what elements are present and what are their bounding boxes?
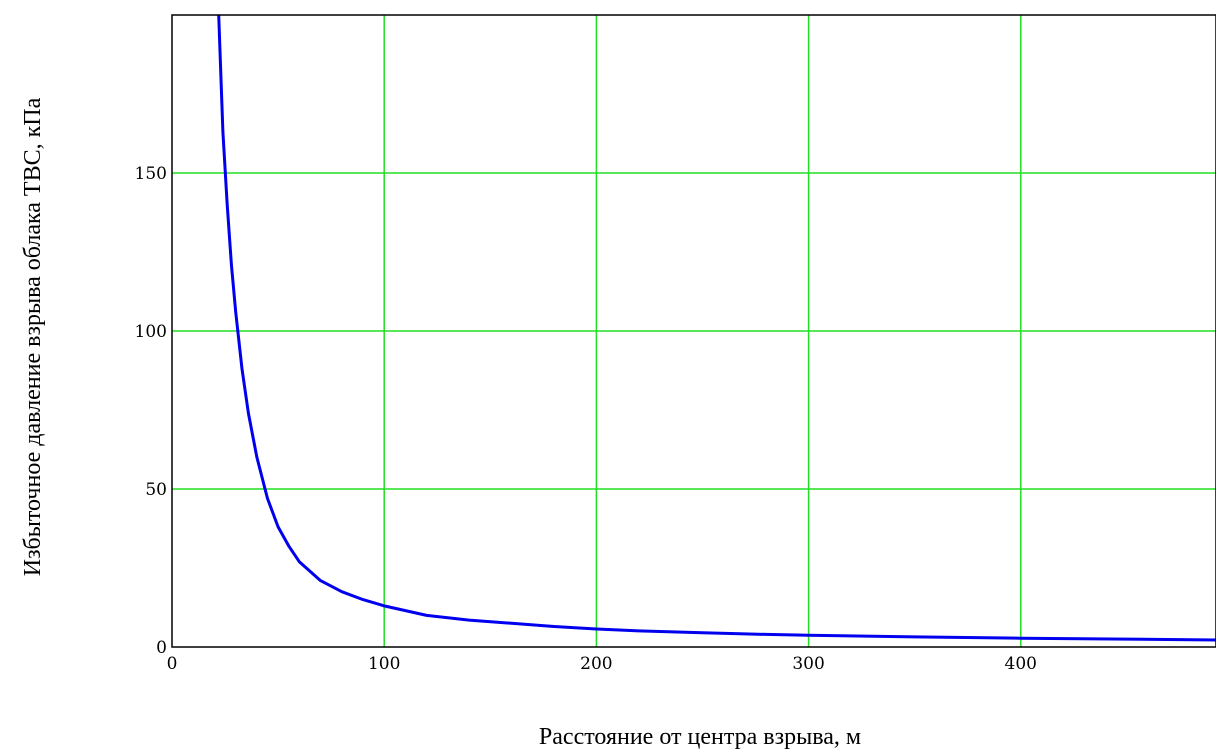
grid: [172, 15, 1216, 647]
series-line-group: [217, 14, 1216, 642]
series-line: [217, 14, 1216, 642]
x-tick-labels: 0 100 200 300 400: [167, 654, 1037, 674]
y-tick-label: 0: [156, 638, 167, 658]
plot-frame: [171, 14, 1216, 648]
x-tick-label: 200: [580, 654, 612, 674]
x-tick-label: 400: [1005, 654, 1037, 674]
y-tick-label: 150: [135, 164, 167, 184]
x-axis-title: Расстояние от центра взрыва, м: [539, 724, 861, 750]
y-axis-title: Избыточное давление взрыва облака ТВС, к…: [20, 97, 46, 576]
plot-border: [171, 14, 1216, 648]
y-tick-label: 100: [135, 322, 167, 342]
y-tick-label: 50: [145, 480, 167, 500]
x-tick-label: 100: [368, 654, 400, 674]
x-tick-label: 0: [167, 654, 178, 674]
y-tick-labels: 0 50 100 150: [135, 164, 167, 658]
x-tick-label: 300: [792, 654, 824, 674]
